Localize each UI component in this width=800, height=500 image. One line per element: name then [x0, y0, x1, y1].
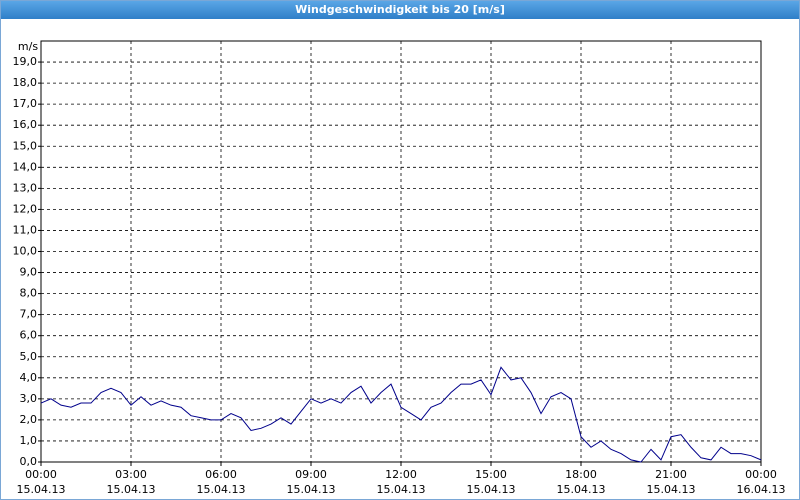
- y-tick-label: 3,0: [20, 392, 38, 405]
- y-tick-label: 12,0: [13, 202, 38, 215]
- x-tick-date: 15.04.13: [17, 483, 66, 496]
- chart-title: Windgeschwindigkeit bis 20 [m/s]: [1, 1, 799, 19]
- y-tick-label: 7,0: [20, 308, 38, 321]
- x-tick-date: 15.04.13: [557, 483, 606, 496]
- plot-border: [40, 40, 762, 463]
- y-tick-label: 15,0: [13, 139, 38, 152]
- y-tick-label: 6,0: [20, 329, 38, 342]
- x-tick-label: 15:00: [475, 468, 507, 481]
- y-tick-label: 16,0: [13, 118, 38, 131]
- x-tick-date: 16.04.13: [737, 483, 786, 496]
- y-tick-label: 13,0: [13, 181, 38, 194]
- x-tick-label: 09:00: [295, 468, 327, 481]
- x-tick-label: 06:00: [205, 468, 237, 481]
- y-tick-label: 10,0: [13, 245, 38, 258]
- x-tick-label: 21:00: [655, 468, 687, 481]
- y-tick-label: 5,0: [20, 350, 38, 363]
- data-line: [40, 366, 762, 463]
- y-tick-label: 0,0: [20, 455, 38, 468]
- x-tick-label: 00:00: [25, 468, 57, 481]
- x-tick-label: 03:00: [115, 468, 147, 481]
- chart: m/s 0,0 1,0 2,0 3,0 4,0 5,0 6,0 7,0 8,0 9,0 10,0 11…: [13, 40, 786, 496]
- y-tick-label: 18,0: [13, 76, 38, 89]
- x-tick-date: 15.04.13: [107, 483, 156, 496]
- y-tick-label: 4,0: [20, 371, 38, 384]
- y-tick-label: 14,0: [13, 160, 38, 173]
- y-tick-label: 17,0: [13, 97, 38, 110]
- y-axis-label: m/s: [18, 40, 38, 53]
- x-tick-date: 15.04.13: [197, 483, 246, 496]
- y-tick-label: 1,0: [20, 434, 38, 447]
- y-tick-label: 11,0: [13, 223, 38, 236]
- x-tick-date: 15.04.13: [467, 483, 516, 496]
- x-tick-date: 15.04.13: [287, 483, 336, 496]
- y-tick-label: 19,0: [13, 55, 38, 68]
- x-tick-label: 00:00: [745, 468, 777, 481]
- x-tick-date: 15.04.13: [647, 483, 696, 496]
- x-tick-label: 18:00: [565, 468, 597, 481]
- x-tick-label: 12:00: [385, 468, 417, 481]
- y-tick-label: 8,0: [20, 287, 38, 300]
- y-tick-label: 9,0: [20, 266, 38, 279]
- y-tick-label: 2,0: [20, 413, 38, 426]
- x-tick-date: 15.04.13: [377, 483, 426, 496]
